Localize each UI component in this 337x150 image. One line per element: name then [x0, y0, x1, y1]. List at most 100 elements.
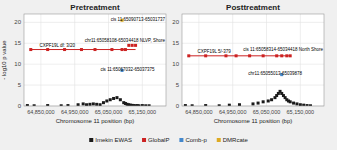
- y-tick-label: 0: [18, 103, 22, 109]
- legend-swatch: [89, 138, 93, 142]
- x-axis-label: Chromosome 11 position (bp): [214, 118, 293, 124]
- grid-line: [24, 85, 166, 86]
- legend-item: DMRcate: [217, 137, 249, 143]
- point: [88, 103, 91, 106]
- x-axis-label: Chromosome 11 position (bp): [56, 118, 135, 124]
- plot-area: [24, 14, 166, 106]
- plot-area: [182, 14, 324, 106]
- legend-item: Comb-p: [179, 137, 207, 143]
- x-tick-label: 64,950,000: [219, 109, 247, 115]
- x-tick-label: 64,950,000: [61, 109, 89, 115]
- legend: Imekin EWAS GlobalP Comb-p DMRcate: [89, 137, 248, 143]
- y-tick-label: 10: [14, 61, 21, 67]
- point: [80, 48, 83, 51]
- point: [105, 99, 108, 102]
- x-tick-label: 65,050,000: [253, 109, 281, 115]
- y-tick-label: 5: [18, 82, 22, 88]
- x-tick-label: 64,850,000: [27, 109, 55, 115]
- title: Posttreatment: [226, 3, 280, 12]
- point: [134, 44, 137, 47]
- panel: 0 5 10 15 20 64,850,000 64,950,000 65,050,000 65…: [1, 3, 166, 124]
- point: [280, 54, 283, 57]
- figure: 0 5 10 15 20 64,850,000 64,950,000 65,050,000 65…: [0, 0, 337, 150]
- point: [77, 103, 80, 106]
- y-tick-label: 5: [176, 82, 180, 88]
- marks: [184, 54, 312, 106]
- point: [121, 48, 124, 51]
- point: [262, 54, 265, 57]
- point: [262, 100, 265, 103]
- panel: 0510152064,850,00064,950,00065,050,00065…: [172, 3, 324, 124]
- marks: [26, 19, 151, 106]
- point: [112, 97, 115, 100]
- y-tick-label: 10: [172, 61, 179, 67]
- point: [228, 104, 231, 106]
- point: [252, 102, 255, 105]
- y-tick-label: 20: [172, 19, 179, 25]
- grid-line: [142, 14, 143, 106]
- point: [29, 48, 32, 51]
- grid-line: [40, 14, 41, 106]
- title: Pretreatment: [70, 3, 120, 12]
- y-tick-label: 15: [14, 40, 21, 46]
- background: [0, 0, 337, 150]
- annotation: cis 11:65058314-65034418 North Shore: [243, 47, 323, 52]
- point: [248, 54, 251, 57]
- point: [289, 100, 292, 103]
- point: [224, 54, 227, 57]
- legend-item: Imekin EWAS: [89, 137, 132, 143]
- point: [289, 54, 292, 57]
- x-tick-label: 64,850,000: [185, 109, 213, 115]
- point: [238, 103, 241, 106]
- grid-line: [266, 14, 267, 106]
- point: [92, 102, 95, 105]
- annotation: cis 11:65067032-65037375: [100, 67, 155, 72]
- point: [275, 54, 278, 57]
- legend-swatch: [179, 138, 183, 142]
- grid-line: [24, 22, 166, 23]
- point: [94, 48, 97, 51]
- point: [267, 99, 270, 102]
- point: [63, 48, 66, 51]
- point: [235, 54, 238, 57]
- point: [299, 103, 302, 106]
- point: [99, 103, 102, 106]
- point: [127, 44, 130, 47]
- y-tick-label: 20: [14, 19, 21, 25]
- x-tick-label: 65,050,000: [95, 109, 123, 115]
- point: [109, 98, 112, 101]
- point: [124, 48, 127, 51]
- frame: [182, 14, 324, 106]
- point: [82, 102, 85, 105]
- y-tick-label: 15: [172, 40, 179, 46]
- point: [115, 96, 118, 99]
- legend-item: GlobalP: [142, 137, 169, 143]
- annotation: chr11:65058108-65034418 NLVP, Shore: [85, 38, 166, 43]
- x-tick-label: 65,150,000: [129, 109, 157, 115]
- annotation: CXPF19L 5/-379: [198, 49, 232, 54]
- point: [46, 48, 49, 51]
- grid-line: [24, 64, 166, 65]
- point: [131, 44, 134, 47]
- point: [292, 102, 295, 105]
- point: [295, 102, 298, 105]
- grid-line: [198, 14, 199, 106]
- legend-label: Comb-p: [185, 137, 207, 143]
- line: [189, 55, 290, 56]
- point: [102, 101, 105, 104]
- grid-line: [182, 64, 324, 65]
- point: [187, 54, 190, 57]
- point: [302, 104, 305, 106]
- point: [285, 54, 288, 57]
- grid-line: [232, 14, 233, 106]
- frame: [24, 14, 166, 106]
- annotation: chr11:65055013-65039878: [248, 71, 302, 76]
- annotation: cis 11:65090713-65031737: [111, 17, 166, 22]
- line: [31, 49, 136, 50]
- point: [119, 98, 122, 101]
- grid-line: [182, 22, 324, 23]
- legend-label: DMRcate: [223, 137, 249, 143]
- grid-line: [74, 14, 75, 106]
- annotation: CXPF19L df: 3/20: [40, 43, 76, 48]
- point: [95, 103, 98, 106]
